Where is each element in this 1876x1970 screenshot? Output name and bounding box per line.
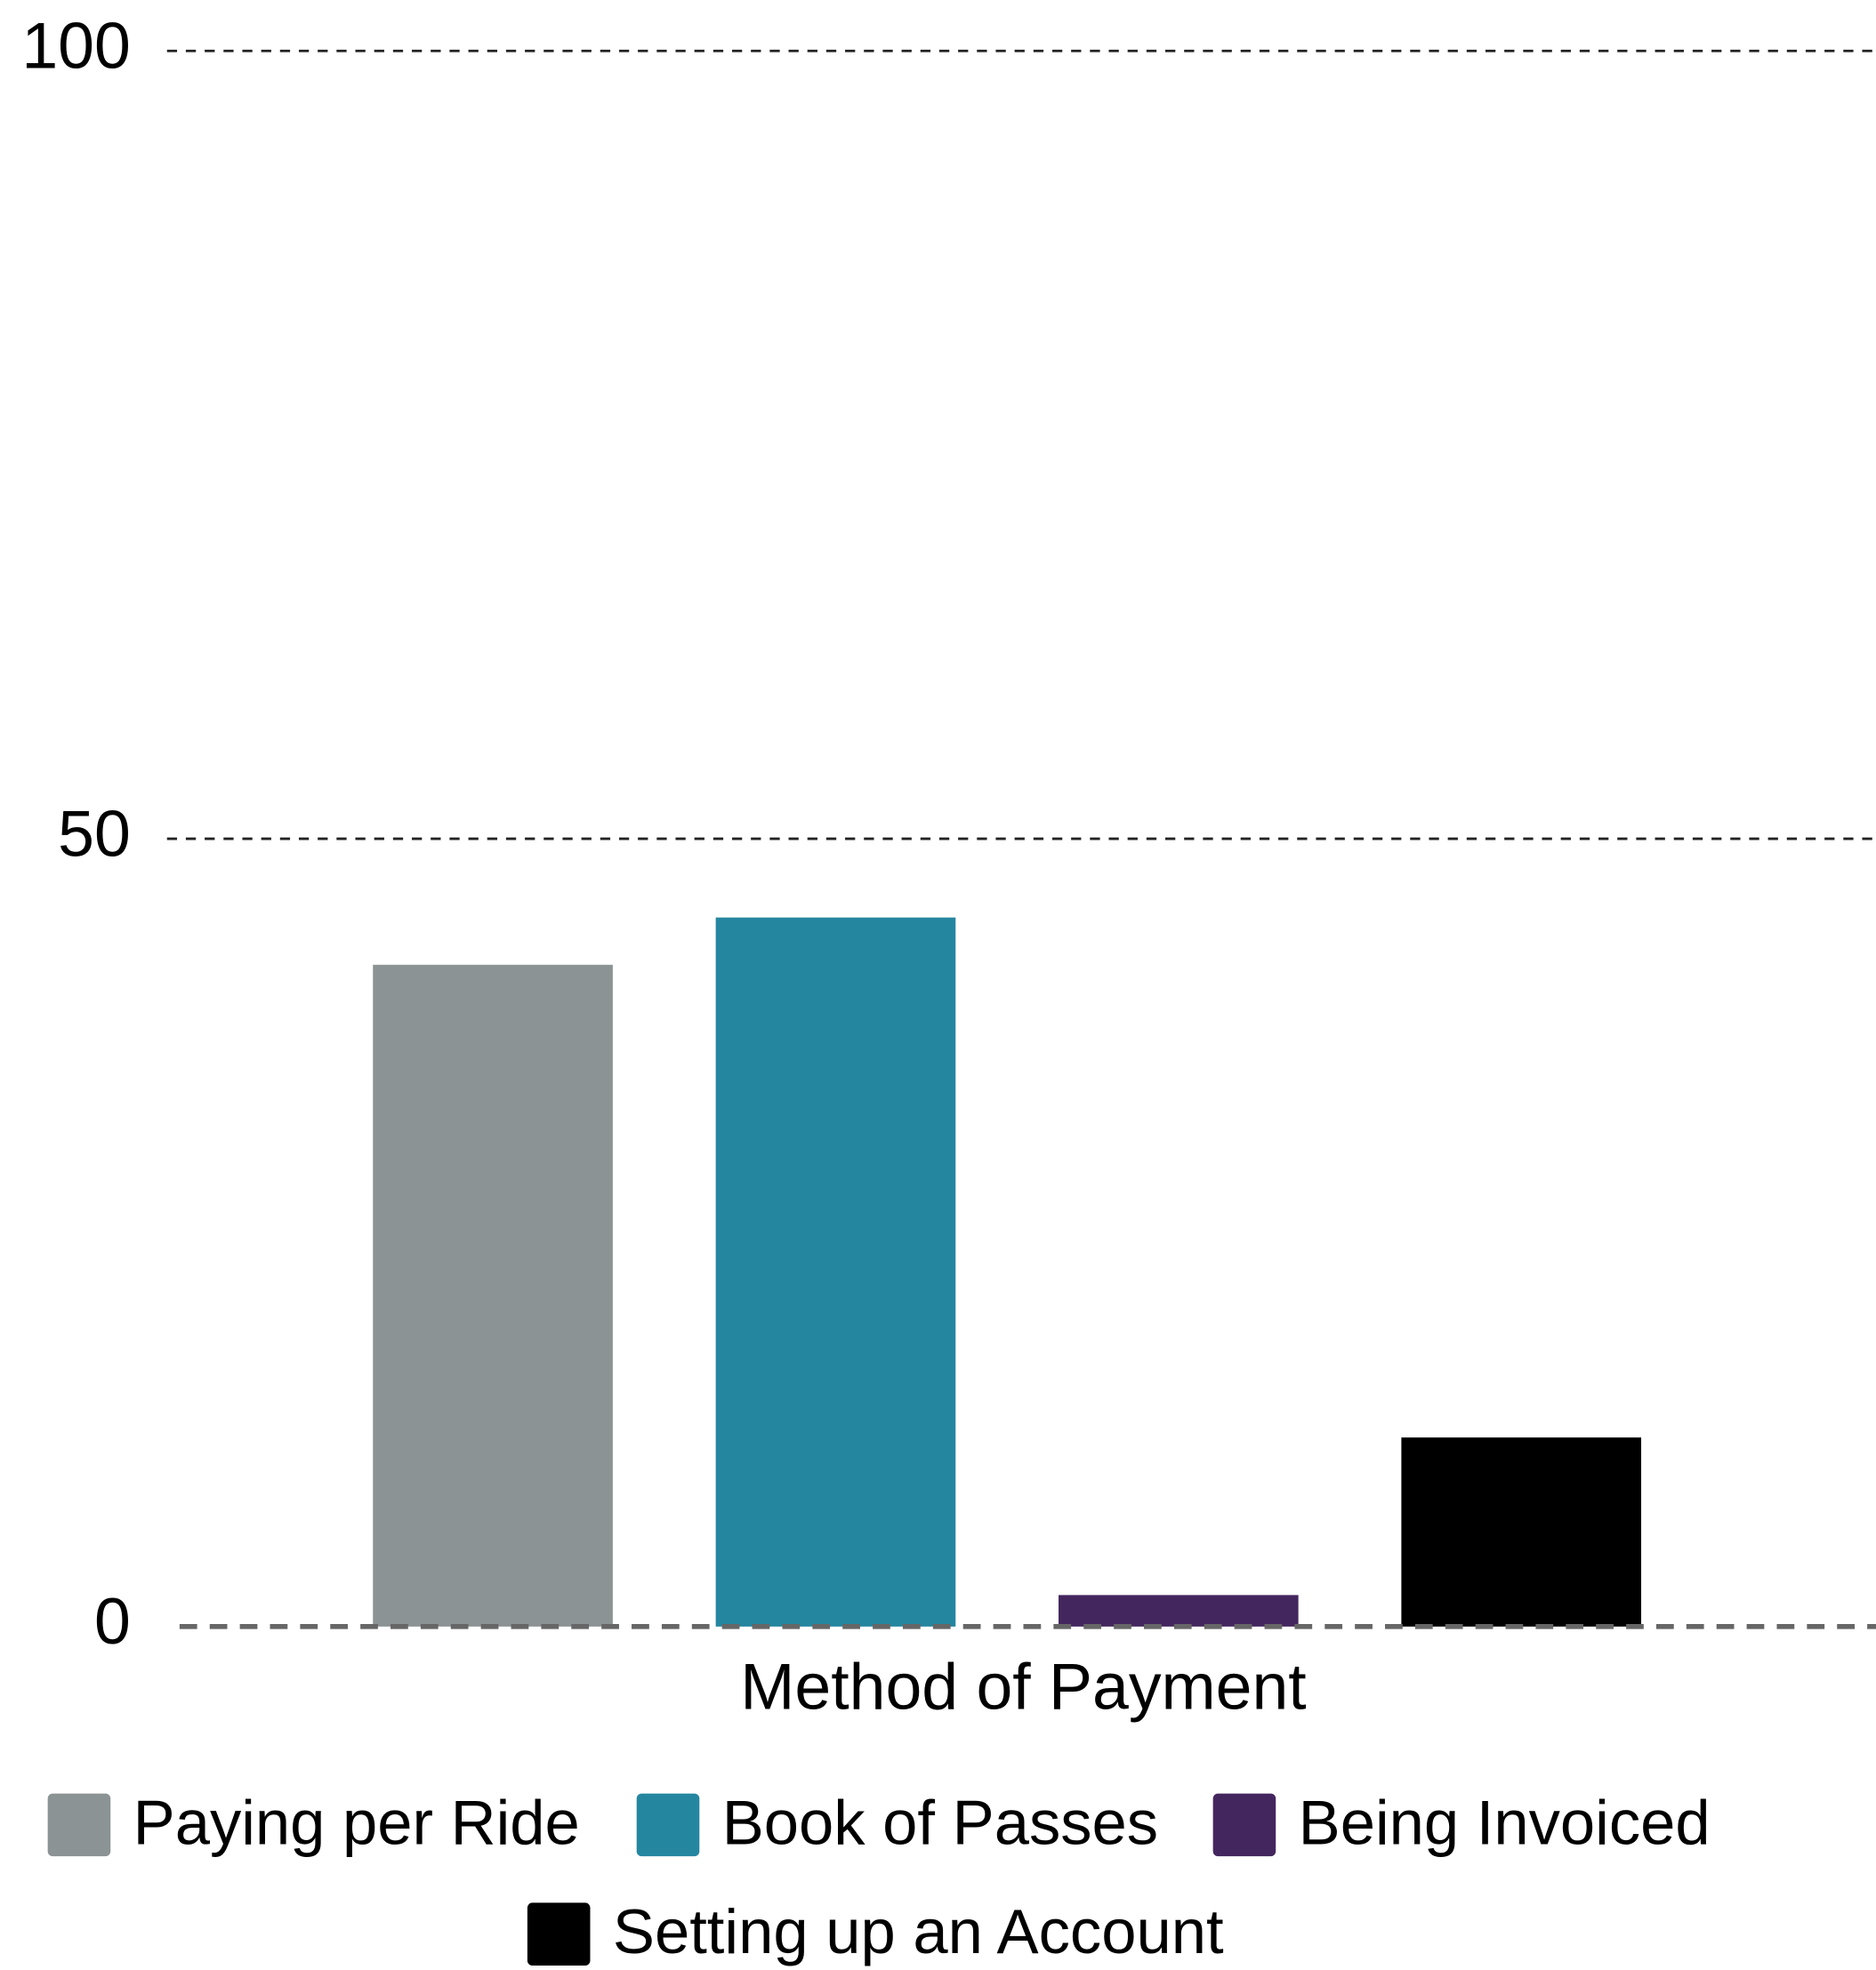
bar [373, 964, 613, 1627]
legend-swatch [1212, 1793, 1276, 1857]
bar [1059, 1595, 1299, 1627]
legend-swatch [527, 1902, 591, 1966]
legend-swatch [636, 1793, 700, 1857]
legend-swatch [47, 1793, 111, 1857]
legend-label: Setting up an Account [613, 1896, 1224, 1966]
y-tick-label: 100 [21, 10, 130, 83]
bar [1401, 1437, 1642, 1627]
y-tick-label: 50 [58, 797, 131, 870]
legend-label: Paying per Ride [133, 1787, 580, 1857]
bar [715, 917, 956, 1627]
y-tick-label: 0 [94, 1585, 131, 1658]
legend-label: Book of Passes [722, 1787, 1158, 1857]
x-category-label: Method of Payment [740, 1651, 1306, 1724]
legend-label: Being Invoiced [1299, 1787, 1711, 1857]
